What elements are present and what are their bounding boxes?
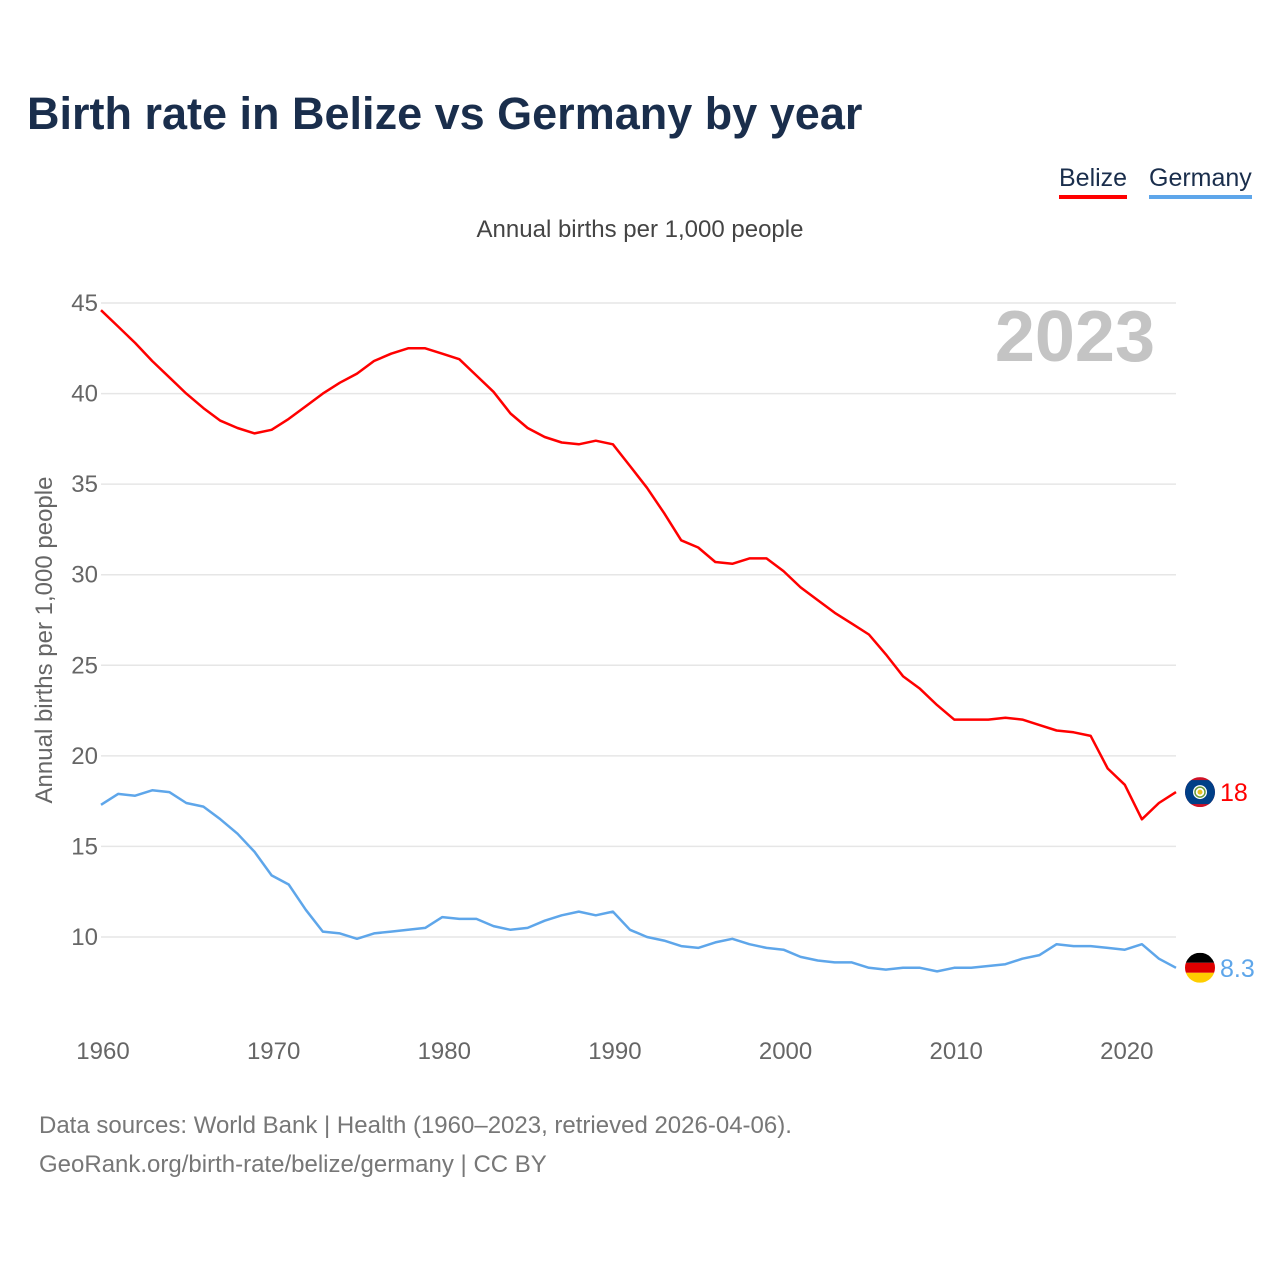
footer-sources: Data sources: World Bank | Health (1960–…	[39, 1112, 792, 1139]
y-tick-label: 25	[71, 652, 98, 679]
y-tick-label: 40	[71, 381, 98, 408]
series-line-germany	[100, 789, 1177, 973]
belize-flag-icon	[1185, 777, 1215, 808]
germany-flag-icon	[1185, 952, 1215, 983]
chart-subtitle: Annual births per 1,000 people	[476, 216, 804, 243]
end-value-label-germany: 8.3	[1220, 955, 1255, 983]
year-watermark: 2023	[995, 297, 1155, 377]
y-tick-label: 20	[71, 743, 98, 770]
x-tick-label: 1970	[247, 1038, 300, 1065]
x-tick-label: 2000	[759, 1038, 812, 1065]
x-tick-label: 1990	[588, 1038, 641, 1065]
x-tick-label: 2020	[1100, 1038, 1153, 1065]
x-tick-label: 1980	[418, 1038, 471, 1065]
y-axis-label: Annual births per 1,000 people	[31, 477, 58, 804]
footer: Data sources: World Bank | Health (1960–…	[39, 1106, 792, 1184]
legend-item-germany[interactable]: Germany	[1149, 164, 1252, 199]
y-tick-label: 10	[71, 924, 98, 951]
chart-title: Birth rate in Belize vs Germany by year	[27, 88, 863, 139]
y-tick-label: 30	[71, 562, 98, 589]
y-tick-label: 15	[71, 833, 98, 860]
end-value-label-belize: 18	[1220, 779, 1248, 807]
series-line-belize	[100, 309, 1177, 821]
legend-item-belize[interactable]: Belize	[1059, 164, 1128, 199]
x-tick-label: 2010	[929, 1038, 982, 1065]
y-tick-label: 35	[71, 471, 98, 498]
y-tick-label: 45	[71, 290, 98, 317]
footer-attribution[interactable]: GeoRank.org/birth-rate/belize/germany | …	[39, 1151, 547, 1178]
x-tick-label: 1960	[76, 1038, 129, 1065]
